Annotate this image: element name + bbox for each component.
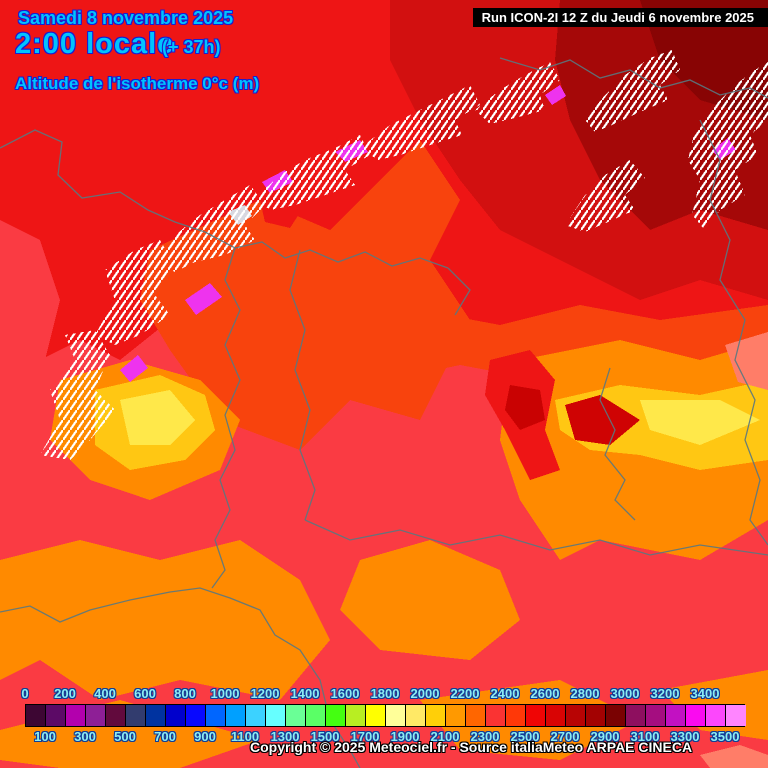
scale-cell: [546, 705, 566, 726]
scale-cell: [326, 705, 346, 726]
region-orange-liguria: [0, 540, 330, 700]
scale-tick-label: 2700: [550, 729, 580, 744]
scale-cell: [506, 705, 526, 726]
scale-cell: [206, 705, 226, 726]
scale-tick-label: 1700: [350, 729, 380, 744]
region-orange-center-south: [340, 540, 520, 660]
scale-tick-label: 1600: [330, 686, 360, 701]
scale-cell: [686, 705, 706, 726]
scale-cell: [126, 705, 146, 726]
scale-tick-label: 1900: [390, 729, 420, 744]
scale-cell: [666, 705, 686, 726]
scale-tick-label: 500: [114, 729, 136, 744]
scale-tick-label: 1400: [290, 686, 320, 701]
forecast-offset-label: (+ 37h): [162, 37, 221, 57]
scale-cell: [606, 705, 626, 726]
scale-tick-label: 2400: [490, 686, 520, 701]
scale-tick-label: 2200: [450, 686, 480, 701]
scale-cell: [26, 705, 46, 726]
region-salmon-east: [725, 332, 768, 390]
scale-cell: [286, 705, 306, 726]
scale-tick-label: 0: [21, 686, 29, 701]
scale-cell: [486, 705, 506, 726]
region-yellow-nw: [120, 390, 195, 445]
scale-tick-label: 100: [34, 729, 56, 744]
scale-cell: [446, 705, 466, 726]
scale-tick-label: 400: [94, 686, 116, 701]
scale-cell: [306, 705, 326, 726]
scale-tick-label: 2100: [430, 729, 460, 744]
scale-cell: [646, 705, 666, 726]
scale-cell: [366, 705, 386, 726]
scale-tick-label: 600: [134, 686, 156, 701]
scale-cell: [586, 705, 606, 726]
scale-tick-label: 1300: [270, 729, 300, 744]
model-run-banner: Run ICON-2I 12 Z du Jeudi 6 novembre 202…: [472, 8, 768, 27]
scale-cell: [626, 705, 646, 726]
scale-cell: [726, 705, 746, 726]
region-dark-spot-1: [505, 385, 545, 430]
scale-tick-label: 3200: [650, 686, 680, 701]
region-salmon-corner: [700, 745, 768, 768]
hatched-alps-overlay: [40, 50, 768, 460]
scale-tick-label: 3500: [710, 729, 740, 744]
scale-cell: [346, 705, 366, 726]
scale-tick-label: 2300: [470, 729, 500, 744]
region-pink-west: [0, 220, 60, 520]
copyright-line: Copyright © 2025 Meteociel.fr - Source i…: [250, 739, 693, 755]
scale-tick-label: 2500: [510, 729, 540, 744]
scale-cell: [266, 705, 286, 726]
scale-tick-label: 2000: [410, 686, 440, 701]
scale-cell: [426, 705, 446, 726]
scale-tick-label: 200: [54, 686, 76, 701]
scale-tick-label: 3100: [630, 729, 660, 744]
date-label: Samedi 8 novembre 2025: [18, 8, 234, 28]
scale-tick-label: 700: [154, 729, 176, 744]
scale-tick-label: 1800: [370, 686, 400, 701]
scale-tick-label: 1200: [250, 686, 280, 701]
scale-tick-label: 1000: [210, 686, 240, 701]
scale-tick-label: 2600: [530, 686, 560, 701]
scale-cell: [186, 705, 206, 726]
region-dark-spot-2: [565, 395, 640, 445]
scale-tick-label: 800: [174, 686, 196, 701]
scale-tick-label: 900: [194, 729, 216, 744]
scale-cell: [166, 705, 186, 726]
scale-tick-label: 2900: [590, 729, 620, 744]
scale-tick-label: 3000: [610, 686, 640, 701]
scale-cell: [566, 705, 586, 726]
scale-tick-label: 3400: [690, 686, 720, 701]
scale-cell: [706, 705, 726, 726]
scale-cell: [66, 705, 86, 726]
scale-tick-label: 3300: [670, 729, 700, 744]
scale-cell: [466, 705, 486, 726]
scale-tick-label: 300: [74, 729, 96, 744]
scale-tick-label: 2800: [570, 686, 600, 701]
scale-cell: [86, 705, 106, 726]
scale-tick-label: 1500: [310, 729, 340, 744]
local-time-label: 2:00 locale: [15, 28, 175, 60]
scale-cell: [146, 705, 166, 726]
color-scale-bar: [25, 704, 746, 727]
scale-cell: [46, 705, 66, 726]
scale-cell: [106, 705, 126, 726]
region-yellow-east: [640, 400, 760, 445]
scale-cell: [386, 705, 406, 726]
scale-cell: [226, 705, 246, 726]
scale-cell: [406, 705, 426, 726]
variable-title: Altitude de l'isotherme 0°c (m): [15, 74, 260, 93]
scale-tick-label: 1100: [230, 729, 260, 744]
scale-cell: [246, 705, 266, 726]
scale-cell: [526, 705, 546, 726]
